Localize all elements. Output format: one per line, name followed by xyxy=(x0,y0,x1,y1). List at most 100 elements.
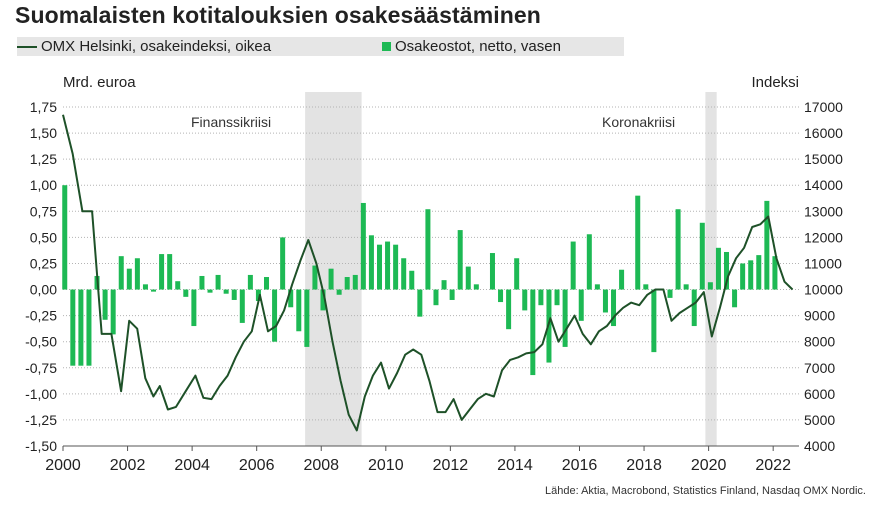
bar xyxy=(360,202,366,290)
legend-bar-label: Osakeostot, netto, vasen xyxy=(395,38,561,55)
bar xyxy=(215,274,221,290)
bar xyxy=(675,209,681,290)
bar xyxy=(159,254,165,290)
bar xyxy=(594,284,600,290)
bar xyxy=(288,289,294,308)
bar xyxy=(409,270,415,290)
right-tick-label: 8000 xyxy=(804,334,835,350)
annotation-corona-crisis: Koronakriisi xyxy=(602,114,675,130)
bar xyxy=(304,289,310,347)
bar xyxy=(465,266,471,290)
x-tick-label: 2020 xyxy=(691,457,727,474)
bar xyxy=(264,277,270,290)
bar xyxy=(449,289,455,300)
bar xyxy=(740,263,746,290)
bar xyxy=(772,256,778,290)
bar xyxy=(280,237,286,290)
bar xyxy=(554,289,560,306)
bar xyxy=(514,258,520,290)
x-tick-label: 2012 xyxy=(433,457,469,474)
bar xyxy=(748,260,754,290)
bar xyxy=(328,268,334,290)
index-line xyxy=(62,114,794,432)
right-tick-label: 11000 xyxy=(804,255,842,271)
bar xyxy=(272,289,278,342)
right-tick-label: 7000 xyxy=(804,360,835,376)
bar xyxy=(231,289,237,300)
bar xyxy=(352,274,358,290)
bar xyxy=(296,289,302,332)
legend-item-line: OMX Helsinki, osakeindeksi, oikea xyxy=(17,37,271,56)
axes: -1,50 -1,25 -1,00 -0,75 -0,50 -0,25 0,00 0,25 0,… xyxy=(25,99,843,474)
annotation-financial-crisis: Finanssikriisi xyxy=(191,114,271,130)
bar xyxy=(336,289,342,295)
bar xyxy=(643,284,649,290)
right-tick-label: 10000 xyxy=(804,282,843,298)
bar xyxy=(175,281,181,290)
bar xyxy=(134,258,140,290)
bar xyxy=(578,289,584,321)
x-tick-label: 2000 xyxy=(45,457,81,474)
bar xyxy=(255,289,261,302)
bar xyxy=(457,230,463,290)
bar xyxy=(183,289,189,297)
bar xyxy=(699,222,705,290)
bar xyxy=(223,289,229,294)
bar xyxy=(118,256,124,290)
right-tick-label: 14000 xyxy=(804,177,843,193)
bar xyxy=(102,289,108,320)
right-tick-label: 9000 xyxy=(804,308,835,324)
x-tick-label: 2008 xyxy=(303,457,339,474)
left-tick-label: 1,50 xyxy=(30,125,57,141)
bar xyxy=(385,241,391,290)
bar-series xyxy=(62,185,778,376)
bar xyxy=(191,289,197,327)
bar xyxy=(498,289,504,303)
right-tick-label: 16000 xyxy=(804,125,843,141)
bar xyxy=(401,258,407,290)
bar xyxy=(619,269,625,290)
bar xyxy=(724,251,730,290)
left-tick-label: 1,25 xyxy=(30,151,57,167)
bar xyxy=(151,289,157,292)
bar xyxy=(570,241,576,290)
bar xyxy=(756,255,762,290)
x-tick-label: 2014 xyxy=(497,457,533,474)
chart-title: Suomalaisten kotitalouksien osakesäästäm… xyxy=(15,2,541,28)
legend-line-swatch xyxy=(17,46,37,49)
x-tick-label: 2002 xyxy=(110,457,146,474)
bar xyxy=(78,289,84,366)
left-tick-label: -1,25 xyxy=(25,412,57,428)
bar xyxy=(344,277,350,290)
bar xyxy=(441,280,447,290)
bar xyxy=(199,275,205,290)
bar xyxy=(239,289,245,323)
x-tick-label: 2018 xyxy=(626,457,662,474)
left-tick-label: 0,50 xyxy=(30,229,57,245)
left-tick-label: 1,00 xyxy=(30,177,57,193)
right-axis-unit: Indeksi xyxy=(751,74,799,91)
left-tick-label: -0,75 xyxy=(25,360,57,376)
left-tick-label: -0,25 xyxy=(25,308,57,324)
x-tick-label: 2004 xyxy=(174,457,210,474)
bar xyxy=(715,247,721,290)
bar xyxy=(417,289,423,317)
bar xyxy=(376,244,382,290)
bar xyxy=(70,289,76,366)
legend-bar-swatch xyxy=(382,41,391,51)
right-tick-label: 6000 xyxy=(804,386,835,402)
x-tick-label: 2006 xyxy=(239,457,275,474)
right-tick-label: 15000 xyxy=(804,151,843,167)
left-tick-label: -1,50 xyxy=(25,438,57,454)
left-tick-label: -1,00 xyxy=(25,386,57,402)
bar xyxy=(489,253,495,290)
left-tick-label: 0,25 xyxy=(30,255,57,271)
bar xyxy=(522,289,528,311)
left-tick-label: 0,75 xyxy=(30,203,57,219)
bar xyxy=(142,284,148,290)
x-tick-label: 2016 xyxy=(562,457,598,474)
legend-item-bar: Osakeostot, netto, vasen xyxy=(382,37,561,56)
bar xyxy=(506,289,512,330)
x-tick-label: 2010 xyxy=(368,457,404,474)
bar xyxy=(732,289,738,308)
